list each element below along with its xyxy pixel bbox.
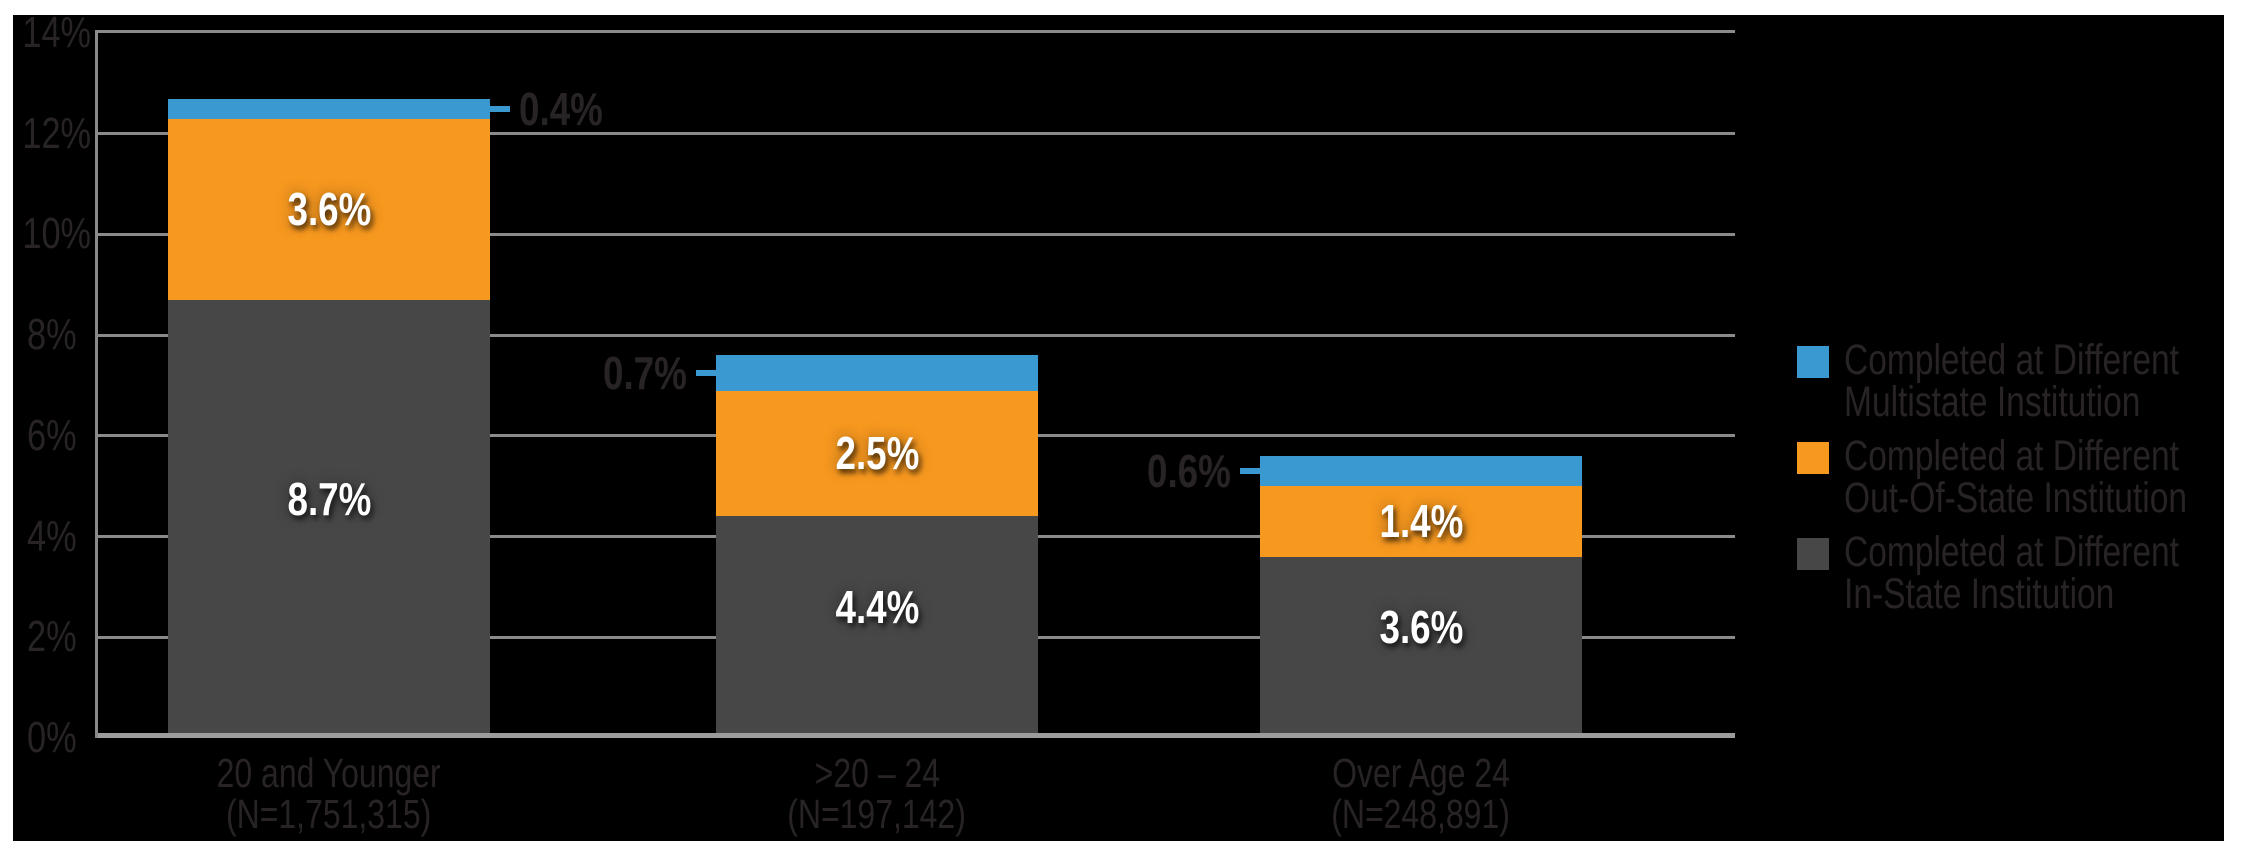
y-axis-tick-label: 14%	[22, 8, 92, 57]
y-axis-tick-label: 4%	[27, 511, 77, 561]
y-axis-tick-label: 6%	[27, 410, 77, 460]
bar-segment-out-of-state: 1.4%	[1260, 486, 1582, 557]
callout-label-multistate: 0.6%	[1126, 444, 1260, 498]
y-axis-tick-label: 12%	[22, 108, 92, 158]
callout-value: 0.4%	[519, 82, 603, 135]
category-name: >20 – 24	[814, 750, 940, 796]
segment-value-label: 3.6%	[1379, 601, 1463, 654]
gridline	[98, 132, 1735, 136]
category-n-label: (N=1,751,315)	[226, 791, 432, 837]
category-name: Over Age 24	[1332, 750, 1510, 796]
bar-segment-multistate	[1260, 456, 1582, 487]
chart-panel: 3.6% 8.7% 2.5% 4.4% 1.4%	[13, 11, 2224, 841]
bar-segment-in-state: 4.4%	[716, 516, 1038, 738]
bar-segment-out-of-state: 2.5%	[716, 390, 1038, 517]
callout-label-multistate: 0.4%	[490, 82, 624, 136]
category-n-label: (N=197,142)	[787, 791, 967, 837]
segment-value-label: 8.7%	[287, 472, 371, 525]
gridline	[98, 333, 1735, 337]
legend-item-in-state: Completed at Different In-State Institut…	[1797, 531, 2264, 616]
legend-swatch-in-state	[1797, 538, 1829, 570]
y-axis-tick-label: 2%	[27, 612, 77, 662]
callout-dash	[490, 105, 510, 112]
category-n-label: (N=248,891)	[1331, 791, 1511, 837]
category-label-20-and-younger: 20 and Younger (N=1,751,315)	[119, 753, 539, 835]
legend-swatch-multistate	[1797, 346, 1829, 378]
segment-value-label: 1.4%	[1379, 495, 1463, 548]
legend-swatch-out-of-state	[1797, 442, 1829, 474]
legend-item-multistate: Completed at Different Multistate Instit…	[1797, 339, 2264, 424]
bar-group-20-24: 2.5% 4.4%	[716, 355, 1038, 738]
bar-segment-multistate	[168, 98, 490, 119]
legend-label: Completed at Different Out-Of-State Inst…	[1844, 432, 2188, 522]
bar-segment-in-state: 8.7%	[168, 299, 490, 738]
segment-value-label: 3.6%	[287, 183, 371, 236]
bar-segment-out-of-state: 3.6%	[168, 118, 490, 300]
y-axis-tick-label: 10%	[22, 209, 92, 259]
category-label-20-24: >20 – 24 (N=197,142)	[667, 753, 1087, 835]
category-label-over-age-24: Over Age 24 (N=248,891)	[1211, 753, 1631, 835]
callout-dash	[1240, 468, 1260, 475]
bar-segment-multistate	[716, 355, 1038, 391]
legend-item-out-of-state: Completed at Different Out-Of-State Inst…	[1797, 435, 2264, 520]
legend-label: Completed at Different Multistate Instit…	[1844, 336, 2179, 426]
segment-value-label: 4.4%	[835, 581, 919, 634]
x-axis-baseline	[98, 733, 1735, 738]
callout-dash	[696, 369, 716, 376]
callout-value: 0.7%	[603, 346, 687, 399]
callout-label-multistate: 0.7%	[582, 346, 716, 400]
gridline	[98, 232, 1735, 236]
plot-area: 3.6% 8.7% 2.5% 4.4% 1.4%	[95, 30, 1735, 738]
segment-value-label: 2.5%	[835, 427, 919, 480]
bar-group-20-and-younger: 3.6% 8.7%	[168, 98, 490, 738]
legend-label: Completed at Different In-State Institut…	[1844, 528, 2179, 618]
y-axis-tick-label: 0%	[27, 713, 77, 762]
callout-value: 0.6%	[1147, 445, 1231, 498]
category-name: 20 and Younger	[216, 750, 442, 796]
y-axis-tick-label: 8%	[27, 310, 77, 360]
bar-group-over-age-24: 1.4% 3.6%	[1260, 456, 1582, 738]
bar-segment-in-state: 3.6%	[1260, 556, 1582, 738]
